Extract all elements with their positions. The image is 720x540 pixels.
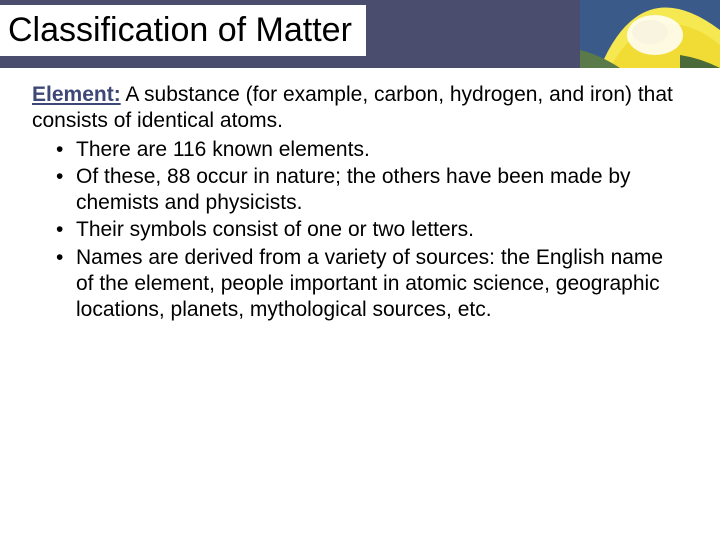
page-title: Classification of Matter <box>0 5 366 56</box>
list-item: There are 116 known elements. <box>56 137 680 163</box>
title-bar: Classification of Matter <box>0 0 720 68</box>
list-item: Names are derived from a variety of sour… <box>56 245 680 324</box>
definition-text: A substance (for example, carbon, hydrog… <box>32 83 673 132</box>
definition-paragraph: Element: A substance (for example, carbo… <box>32 82 680 135</box>
decorative-corner-graphic <box>580 0 720 68</box>
list-item: Of these, 88 occur in nature; the others… <box>56 164 680 217</box>
bullet-list: There are 116 known elements. Of these, … <box>32 137 680 324</box>
list-item: Their symbols consist of one or two lett… <box>56 217 680 243</box>
term-label: Element: <box>32 83 121 106</box>
content-area: Element: A substance (for example, carbo… <box>0 68 720 344</box>
